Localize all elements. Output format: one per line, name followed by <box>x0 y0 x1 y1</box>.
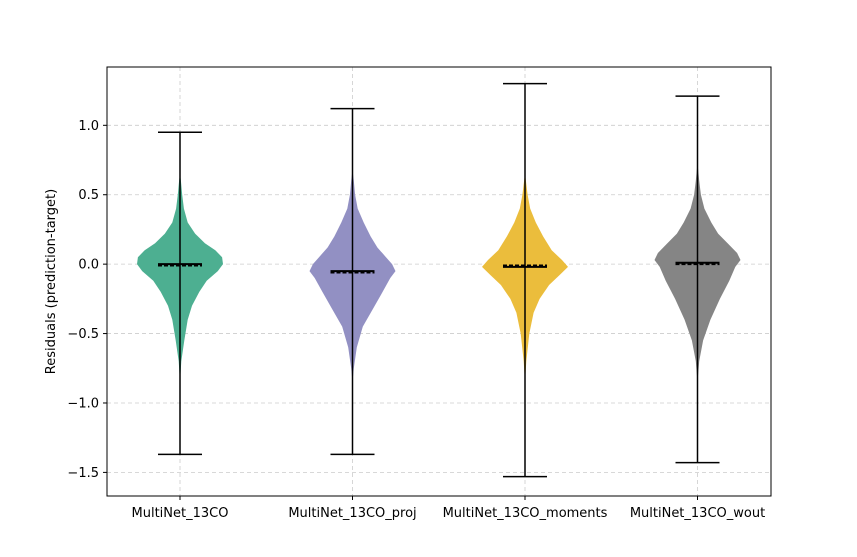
x-axis-ticks: MultiNet_13CO MultiNet_13CO_proj MultiNet_… <box>132 496 765 521</box>
y-axis-label: Residuals (prediction-target) <box>44 189 59 374</box>
y-tick-label: −1.0 <box>67 396 99 411</box>
y-tick-label: 0.5 <box>78 188 99 203</box>
whiskers <box>158 82 720 478</box>
x-tick-label: MultiNet_13CO_moments <box>443 506 608 521</box>
y-tick-label: −0.5 <box>67 327 99 342</box>
violins <box>137 160 741 383</box>
y-tick-label: 1.0 <box>78 119 99 134</box>
y-axis-ticks: 1.0 0.5 0.0 −0.5 −1.0 −1.5 <box>67 119 107 481</box>
x-tick-label: MultiNet_13CO_proj <box>288 506 416 521</box>
y-tick-label: 0.0 <box>78 258 99 273</box>
x-tick-label: MultiNet_13CO_wout <box>630 506 765 521</box>
x-tick-label: MultiNet_13CO <box>132 506 229 521</box>
plot-frame <box>106 66 772 497</box>
y-tick-label: −1.5 <box>67 466 99 481</box>
